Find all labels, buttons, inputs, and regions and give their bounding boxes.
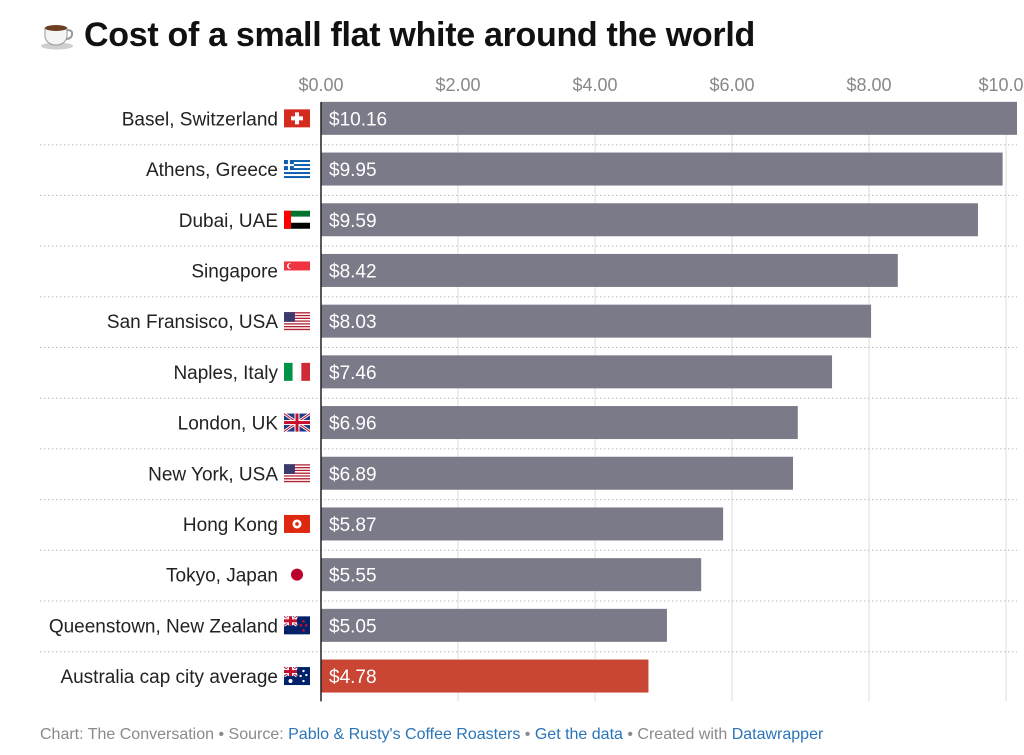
switzerland-flag-icon — [284, 109, 310, 128]
bar-value-label: $6.89 — [329, 464, 377, 485]
bar — [321, 304, 872, 338]
category-label: Singapore — [191, 261, 278, 282]
japan-flag-icon — [291, 568, 303, 581]
singapore-flag-icon — [284, 261, 310, 280]
uae-flag-icon — [284, 210, 310, 229]
bar-value-label: $7.46 — [329, 363, 377, 384]
bar-chart: $0.00 $2.00 $4.00 $6.00 $8.00 $10.00 $10.16 Bas… — [40, 75, 1024, 702]
bar-value-label: $5.05 — [329, 616, 377, 637]
category-label: London, UK — [178, 414, 279, 435]
x-tick-label: $4.00 — [572, 75, 617, 95]
chart-footer: Chart: The Conversation • Source: Pablo … — [40, 726, 823, 744]
footer-separator: • — [218, 726, 225, 743]
category-label: New York, USA — [148, 464, 278, 485]
bar-value-label: $9.95 — [329, 160, 377, 181]
bar-value-label: $8.42 — [329, 261, 377, 282]
coffee-cup-icon — [40, 20, 76, 50]
new-zealand-flag-icon — [283, 615, 310, 635]
bar — [321, 558, 702, 592]
bar — [321, 355, 833, 389]
category-label: Basel, Switzerland — [122, 109, 278, 130]
category-label: Athens, Greece — [146, 160, 278, 181]
australia-flag-icon — [283, 665, 310, 686]
bar-value-label: $6.96 — [329, 414, 377, 435]
usa-flag-icon — [284, 312, 310, 331]
hong-kong-flag-icon — [284, 514, 310, 533]
source-link[interactable]: Pablo & Rusty's Coffee Roasters — [288, 726, 521, 743]
bar-value-label: $5.55 — [329, 566, 377, 587]
footer-separator: • — [524, 726, 531, 743]
x-tick-label: $10.00 — [979, 75, 1024, 95]
bar-value-label: $8.03 — [329, 312, 377, 333]
bar — [321, 406, 798, 440]
category-label: Australia cap city average — [60, 667, 278, 688]
bar-value-label: $4.78 — [329, 667, 377, 688]
footer-separator: • — [627, 726, 633, 743]
bar-value-label: $10.16 — [329, 109, 387, 130]
bar — [321, 203, 978, 237]
category-label: Hong Kong — [183, 515, 278, 536]
category-label: Queenstown, New Zealand — [49, 616, 278, 637]
bar — [321, 456, 793, 490]
created-prefix: Created with — [637, 726, 728, 743]
x-tick-label: $0.00 — [298, 75, 343, 95]
bar — [321, 253, 898, 287]
source-prefix: Source: — [228, 726, 284, 743]
x-tick-label: $8.00 — [847, 75, 892, 95]
bar — [321, 152, 1003, 186]
bar — [321, 659, 649, 693]
bar — [321, 608, 667, 642]
bar — [321, 101, 1017, 135]
x-tick-label: $2.00 — [435, 75, 480, 95]
chart-title-text: Cost of a small flat white around the wo… — [84, 15, 755, 54]
bar-value-label: $9.59 — [329, 211, 377, 232]
uk-flag-icon — [283, 412, 311, 433]
x-tick-label: $6.00 — [710, 75, 755, 95]
category-label: Dubai, UAE — [179, 211, 278, 232]
italy-flag-icon — [284, 362, 310, 381]
datawrapper-link[interactable]: Datawrapper — [731, 726, 824, 743]
chart-title: Cost of a small flat white around the wo… — [40, 10, 755, 60]
category-label: San Fransisco, USA — [107, 312, 278, 333]
chart-credit: Chart: The Conversation — [40, 726, 215, 743]
get-data-link[interactable]: Get the data — [534, 726, 623, 743]
category-label: Tokyo, Japan — [166, 566, 278, 587]
usa-flag-icon — [284, 464, 310, 483]
bar — [321, 507, 724, 541]
category-label: Naples, Italy — [173, 363, 278, 384]
bar-value-label: $5.87 — [329, 515, 377, 536]
greece-flag-icon — [284, 160, 310, 179]
